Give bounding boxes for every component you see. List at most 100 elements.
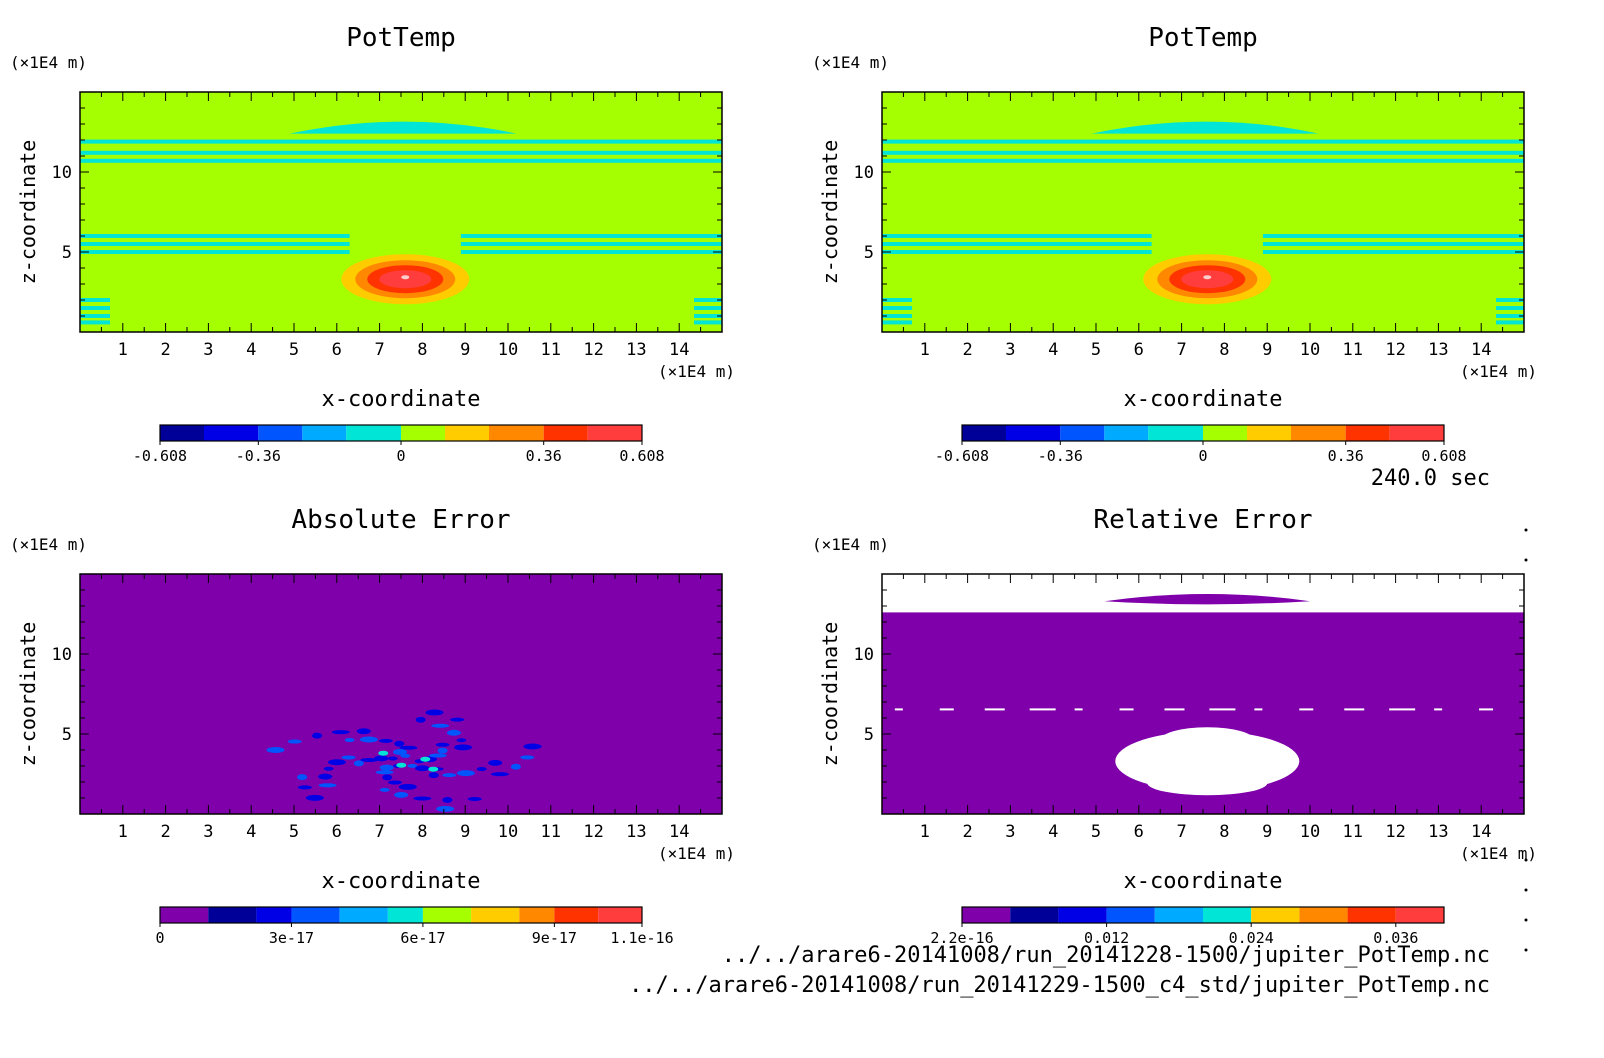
x-tick-label: 7 xyxy=(1176,340,1186,360)
x-tick-label: 14 xyxy=(669,340,689,360)
x-tick-label: 13 xyxy=(626,822,646,842)
cyan-layer xyxy=(80,158,722,163)
y-unit-label: (×1E4 m) xyxy=(812,535,889,554)
cyan-streak xyxy=(1496,298,1524,302)
colorbar-segment xyxy=(422,907,472,923)
colorbar-segment xyxy=(471,907,520,923)
undefined-speck xyxy=(984,708,1005,711)
colorbar-tick-label: 0.024 xyxy=(1229,929,1274,947)
x-tick-label: 2 xyxy=(962,340,972,360)
error-speck xyxy=(456,738,467,743)
x-tick-label: 5 xyxy=(289,340,299,360)
error-speck xyxy=(446,729,461,736)
error-speck xyxy=(476,767,487,772)
colorbar-segment xyxy=(256,907,292,923)
cyan-streak xyxy=(80,306,110,310)
x-tick-label: 4 xyxy=(246,822,256,842)
colorbar-tick-label: 0.608 xyxy=(619,447,664,465)
error-speck xyxy=(413,796,432,801)
colorbar-segment xyxy=(543,425,588,441)
y-axis-label: z-coordinate xyxy=(16,622,40,767)
x-tick-label: 1 xyxy=(920,340,930,360)
error-speck xyxy=(341,755,356,760)
panel-title: PotTemp xyxy=(1148,23,1258,53)
x-tick-label: 5 xyxy=(289,822,299,842)
error-speck xyxy=(323,766,334,771)
panel-title: PotTemp xyxy=(346,23,456,53)
colorbar-segment xyxy=(1005,425,1061,441)
colorbar-segment xyxy=(291,907,340,923)
colorbar-segment xyxy=(598,907,642,923)
colorbar-tick-label: -0.36 xyxy=(236,447,281,465)
colorbar-tick-label: 0.36 xyxy=(526,447,562,465)
cyan-streak xyxy=(882,306,912,310)
error-speck-high xyxy=(420,756,431,762)
error-speck xyxy=(431,723,450,728)
undefined-speck xyxy=(1389,708,1416,711)
cyan-layer xyxy=(882,150,1524,155)
undefined-speck xyxy=(1209,708,1236,711)
x-tick-label: 8 xyxy=(417,822,427,842)
error-speck xyxy=(266,747,285,754)
error-speck xyxy=(398,783,417,790)
colorbar: -0.608 -0.36 0 0.36 0.608 xyxy=(935,424,1467,465)
x-tick-label: 14 xyxy=(669,822,689,842)
y-axis-label: z-coordinate xyxy=(818,140,842,285)
cyan-streak xyxy=(694,314,722,318)
colorbar-segment xyxy=(1347,907,1396,923)
cyan-layer xyxy=(1262,234,1524,238)
x-unit-label: (×1E4 m) xyxy=(1460,844,1537,863)
x-tick-label: 4 xyxy=(1048,340,1058,360)
colorbar-segment xyxy=(1058,907,1107,923)
cyan-streak xyxy=(882,320,912,325)
x-tick-label: 3 xyxy=(1005,340,1015,360)
colorbar-segment xyxy=(1251,907,1300,923)
cyan-streak xyxy=(882,298,912,302)
cyan-layer xyxy=(80,150,722,155)
undefined-speck xyxy=(894,708,903,711)
panel-title: Absolute Error xyxy=(291,505,510,535)
y-tick-label: 10 xyxy=(52,645,72,665)
x-tick-label: 2 xyxy=(160,340,170,360)
x-tick-label: 12 xyxy=(583,822,603,842)
undefined-speck xyxy=(1074,708,1083,711)
cyan-layer xyxy=(882,158,1524,163)
error-speck xyxy=(523,743,542,750)
cyan-layer xyxy=(80,242,350,246)
x-tick-label: 4 xyxy=(246,340,256,360)
undefined-speck xyxy=(1119,708,1134,711)
cyan-layer xyxy=(80,234,350,238)
error-speck xyxy=(297,774,308,781)
file-path-2: ../../arare6-20141008/run_20141229-1500_… xyxy=(629,973,1490,998)
error-speck xyxy=(379,764,394,771)
y-unit-label: (×1E4 m) xyxy=(10,53,87,72)
undefined-speck xyxy=(1434,708,1443,711)
colorbar-tick-label: 0.36 xyxy=(1328,447,1364,465)
colorbar-frame xyxy=(961,906,1445,924)
colorbar-tick-label: 6e-17 xyxy=(400,929,445,947)
x-tick-label: 4 xyxy=(1048,822,1058,842)
error-speck xyxy=(456,770,475,777)
error-speck xyxy=(382,774,393,781)
error-speck xyxy=(392,748,407,755)
x-tick-label: 2 xyxy=(160,822,170,842)
field-contours xyxy=(882,121,1524,325)
colorbar-segment xyxy=(519,907,555,923)
colorbar-frame xyxy=(159,906,643,924)
colorbar: 0 3e-17 6e-17 9e-17 1.1e-16 xyxy=(155,906,674,947)
error-speck xyxy=(407,763,418,768)
error-speck xyxy=(415,765,430,772)
y-tick-label: 5 xyxy=(864,243,874,263)
y-unit-label: (×1E4 m) xyxy=(10,535,87,554)
field-contours xyxy=(80,121,722,325)
x-tick-label: 3 xyxy=(1005,822,1015,842)
colorbar-segment xyxy=(1106,907,1155,923)
x-tick-label: 8 xyxy=(1219,822,1229,842)
colorbar-segment xyxy=(962,907,1011,923)
colorbar-segment xyxy=(1154,907,1203,923)
colorbar-segment xyxy=(1299,907,1348,923)
colorbar-segment xyxy=(962,425,1006,441)
colorbar-tick-label: 0 xyxy=(155,929,164,947)
